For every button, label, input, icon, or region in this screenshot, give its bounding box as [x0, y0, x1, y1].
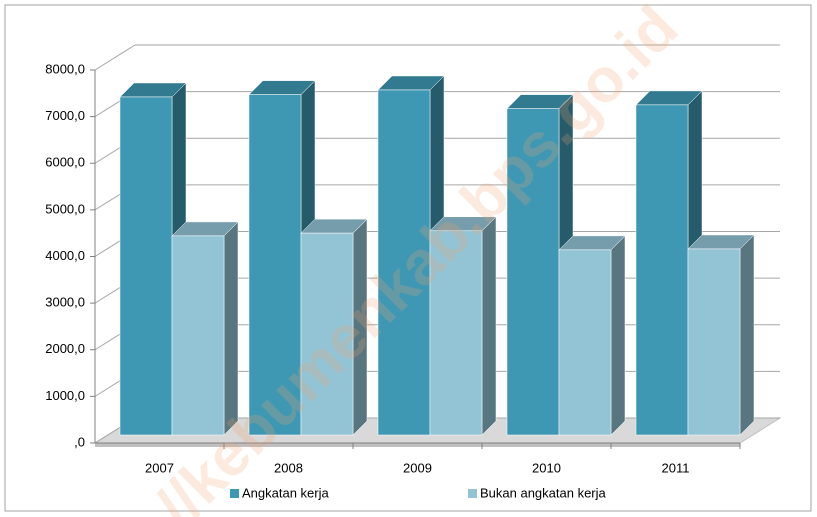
- legend-swatch: [230, 489, 239, 498]
- y-tick-label: 3000,0: [45, 295, 85, 310]
- x-tick-label: 2007: [145, 460, 174, 475]
- legend-label: Bukan angkatan kerja: [480, 485, 607, 500]
- bar: [558, 235, 626, 436]
- legend-label: Angkatan kerja: [242, 485, 329, 500]
- bar: [687, 234, 755, 436]
- bar-front: [377, 89, 431, 436]
- grid-line: [94, 44, 136, 71]
- x-tick-label: 2009: [403, 460, 432, 475]
- y-tick-label: 1000,0: [45, 388, 85, 403]
- bar-front: [558, 249, 612, 436]
- x-tick-label: 2011: [662, 460, 690, 475]
- bar-front: [687, 248, 741, 436]
- bar: [171, 221, 239, 436]
- y-tick-label: 6000,0: [45, 155, 85, 170]
- y-tick-label: 5000,0: [45, 201, 85, 216]
- y-tick-label: 2000,0: [45, 341, 85, 356]
- bar-front: [300, 232, 354, 436]
- bar-side: [481, 216, 497, 436]
- y-tick-label: 8000,0: [45, 61, 85, 76]
- y-tick-label: ,0: [74, 434, 85, 449]
- bar-front: [635, 104, 689, 436]
- x-tick-label: 2010: [532, 460, 561, 475]
- legend-swatch: [468, 489, 477, 498]
- bar-front: [171, 235, 225, 436]
- bar: [429, 216, 497, 436]
- y-tick-label: 7000,0: [45, 108, 85, 123]
- floor-edge: [95, 443, 740, 447]
- bar-front: [119, 96, 173, 436]
- bar-front: [248, 94, 302, 436]
- y-tick-label: 4000,0: [45, 248, 85, 263]
- x-tick-label: 2008: [274, 460, 303, 475]
- bar: [300, 218, 368, 436]
- bar: [119, 82, 187, 436]
- bar-side: [610, 235, 626, 436]
- bar-front: [506, 108, 560, 436]
- bar-side: [739, 234, 755, 436]
- bar-front: [429, 230, 483, 436]
